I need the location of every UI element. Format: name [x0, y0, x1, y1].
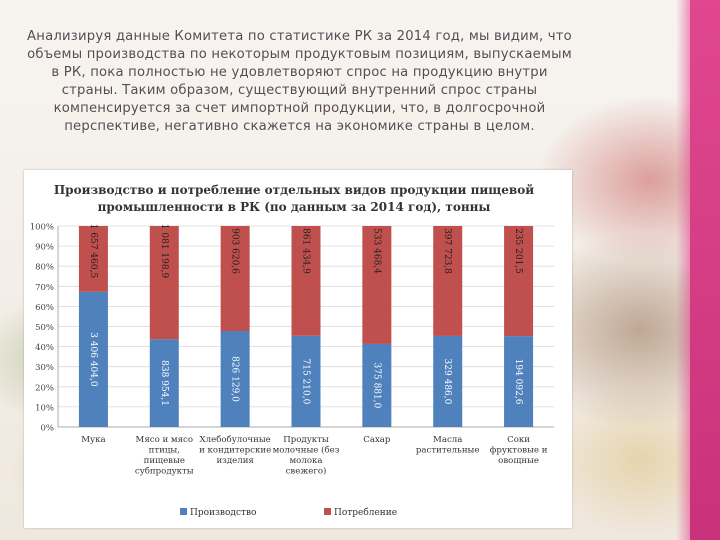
x-tick-label: изделия [216, 456, 253, 466]
chart-card: Производство и потребление отдельных вид… [24, 170, 572, 528]
data-label-consumption: 533 468,4 [371, 228, 381, 274]
x-tick-label: растительные [416, 446, 480, 456]
data-label-consumption: 397 723,8 [442, 228, 452, 274]
x-tick-label: пищевые [144, 456, 185, 466]
intro-paragraph: Анализируя данные Комитета по статистике… [27, 29, 572, 134]
y-tick-label: 20% [35, 383, 54, 393]
bar-production [149, 339, 179, 427]
bar-consumption [220, 226, 250, 332]
data-label-production: 375 881,0 [371, 363, 381, 409]
data-label-production: 838 954,1 [159, 360, 169, 406]
x-tick-label: фруктовые и [490, 446, 548, 456]
legend-swatch-consumption [324, 508, 331, 515]
y-tick-label: 90% [35, 243, 54, 253]
x-tick-label: свежего) [286, 466, 327, 477]
x-tick-label: Сахар [363, 435, 391, 445]
y-tick-label: 0% [41, 424, 55, 434]
data-label-consumption: 235 201,5 [513, 228, 523, 274]
legend: Производство Потребление [180, 507, 397, 518]
data-label-production: 826 129,0 [230, 356, 240, 402]
data-label-consumption: 1 081 198,9 [159, 224, 169, 279]
y-tick-label: 70% [35, 283, 54, 293]
bar-production [291, 335, 321, 427]
bar-consumption [291, 226, 321, 336]
bar-consumption [433, 226, 463, 336]
x-tick-label: молочные (без [273, 445, 340, 456]
bar-production [362, 343, 392, 427]
data-label-production: 3 406 404,0 [88, 332, 98, 387]
bar-production [504, 336, 534, 427]
y-tick-label: 10% [35, 403, 54, 413]
bar-consumption [78, 226, 108, 292]
x-tick-label: Хлебобулочные [200, 434, 271, 445]
x-tick-label: Масла [433, 435, 462, 445]
data-label-consumption: 861 434,9 [301, 228, 311, 274]
plot-area: 0% 10% 20% 30% 40% 50% 60% 70% 80% 90% 100% 3 406 4… [30, 223, 554, 477]
x-tick-label: Продукты [283, 435, 329, 445]
bar-consumption [504, 226, 534, 337]
x-tick-label: молока [290, 456, 323, 466]
x-tick-label: Мясо и мясо [136, 435, 194, 445]
data-label-production: 329 486,0 [442, 359, 452, 405]
bar-production [220, 331, 250, 427]
chart-title-line2: промышленности в РК (по данным за 2014 г… [98, 200, 491, 214]
data-label-production: 194 092,6 [513, 359, 523, 405]
legend-swatch-production [180, 508, 187, 515]
accent-bar [676, 0, 720, 540]
bar-production [78, 291, 108, 427]
data-label-consumption: 903 620,6 [230, 228, 240, 274]
x-tick-label: и кондитерские [199, 446, 271, 456]
y-tick-label: 40% [35, 343, 54, 353]
x-tick-label: Соки [507, 435, 530, 445]
bar-production [433, 335, 463, 427]
legend-label-consumption: Потребление [334, 507, 397, 518]
y-tick-label: 100% [30, 223, 54, 233]
bar-consumption [362, 226, 392, 344]
x-tick-label: субпродукты [135, 466, 194, 477]
x-tick-label: овощные [498, 456, 539, 466]
data-label-production: 715 210,0 [301, 359, 311, 405]
legend-label-production: Производство [190, 508, 256, 518]
x-tick-label: Мука [81, 435, 105, 445]
y-tick-label: 80% [35, 263, 54, 273]
stacked-bar-chart: Производство и потребление отдельных вид… [30, 183, 554, 518]
bar-consumption [149, 226, 179, 340]
data-label-consumption: 1 657 460,5 [88, 224, 98, 279]
x-tick-label: птицы, [149, 446, 180, 456]
y-tick-label: 60% [35, 303, 54, 313]
y-tick-label: 50% [35, 323, 54, 333]
y-tick-label: 30% [35, 363, 54, 373]
chart-title-line1: Производство и потребление отдельных вид… [54, 183, 534, 197]
